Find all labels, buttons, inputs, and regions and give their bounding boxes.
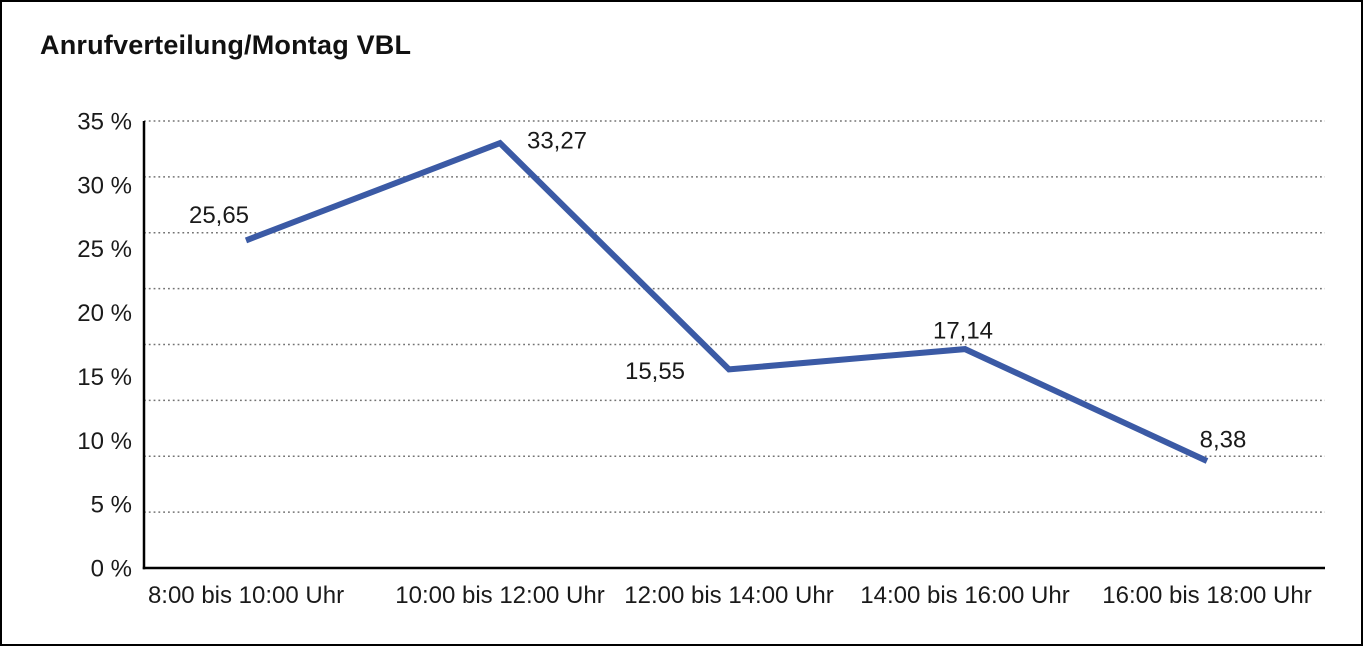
y-tick-label: 35 % xyxy=(77,109,132,136)
data-label: 8,38 xyxy=(1200,426,1247,453)
y-tick-label: 20 % xyxy=(77,300,132,327)
y-tick-label: 5 % xyxy=(91,492,132,519)
series-line xyxy=(244,139,1209,464)
x-tick-label: 8:00 bis 10:00 Uhr xyxy=(148,582,344,609)
x-tick-label: 16:00 bis 18:00 Uhr xyxy=(1102,582,1311,609)
y-tick-label: 25 % xyxy=(77,236,132,263)
data-label: 33,27 xyxy=(527,128,587,155)
x-tick-label: 14:00 bis 16:00 Uhr xyxy=(860,582,1069,609)
data-label: 17,14 xyxy=(933,318,993,345)
y-tick-label: 10 % xyxy=(77,428,132,455)
x-tick-label: 12:00 bis 14:00 Uhr xyxy=(624,582,833,609)
x-tick-label: 10:00 bis 12:00 Uhr xyxy=(395,582,604,609)
y-tick-label: 15 % xyxy=(77,364,132,391)
data-label: 15,55 xyxy=(625,358,685,385)
y-tick-label: 0 % xyxy=(91,556,132,583)
data-label: 25,65 xyxy=(189,202,249,229)
y-tick-label: 30 % xyxy=(77,172,132,199)
chart-title: Anrufverteilung/Montag VBL xyxy=(40,30,412,60)
